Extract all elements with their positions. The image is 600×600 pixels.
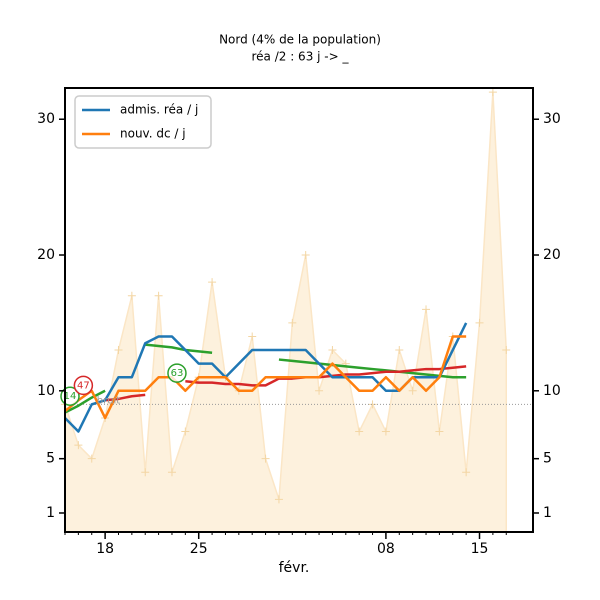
y-tick-label: 30 bbox=[37, 111, 55, 127]
raw-marker bbox=[274, 495, 283, 504]
x-tick-label: 18 bbox=[96, 541, 114, 557]
plot-frame bbox=[64, 87, 534, 533]
legend-label: admis. réa / j bbox=[120, 103, 198, 117]
annotation-circle bbox=[167, 363, 187, 383]
raw-marker bbox=[502, 346, 511, 355]
raw-area bbox=[64, 92, 508, 533]
raw-marker bbox=[288, 318, 297, 327]
annotation: 47 bbox=[77, 380, 90, 391]
annotation: bruit bbox=[97, 395, 121, 406]
x-tick-label: 25 bbox=[190, 541, 208, 557]
y2-tick-label: 20 bbox=[543, 247, 561, 263]
y2-tick-label: 30 bbox=[543, 111, 561, 127]
y-tick-label: 10 bbox=[37, 383, 55, 399]
raw-marker bbox=[141, 468, 150, 477]
y-tick-label: 1 bbox=[46, 505, 55, 521]
y-tick-label: 5 bbox=[46, 451, 55, 467]
raw-marker bbox=[301, 251, 310, 260]
raw-marker bbox=[74, 441, 83, 450]
raw-marker bbox=[381, 427, 390, 436]
raw-marker bbox=[368, 400, 377, 409]
raw-marker bbox=[395, 346, 404, 355]
raw-marker bbox=[408, 386, 417, 395]
raw-marker bbox=[435, 427, 444, 436]
y2-tick-label: 5 bbox=[543, 451, 552, 467]
y2-tick-label: 1 bbox=[543, 505, 552, 521]
raw-marker bbox=[422, 305, 431, 314]
legend: admis. réa / j nouv. dc / j bbox=[74, 95, 212, 149]
raw-marker bbox=[488, 88, 497, 97]
annotation: 63 bbox=[171, 368, 184, 379]
x-tick-label: 15 bbox=[471, 541, 489, 557]
y2-tick-label: 10 bbox=[543, 383, 561, 399]
annotation: 14 bbox=[64, 391, 77, 402]
x-tick-label: 08 bbox=[377, 541, 395, 557]
raw-marker bbox=[355, 427, 364, 436]
raw-marker bbox=[127, 291, 136, 300]
raw-marker bbox=[208, 278, 217, 287]
annotation-circle bbox=[73, 375, 94, 396]
raw-marker bbox=[114, 346, 123, 355]
chart-subtitle: réa /2 : 63 j -> _ bbox=[251, 50, 349, 64]
raw-marker bbox=[154, 291, 163, 300]
raw-marker bbox=[87, 454, 96, 463]
y-tick-label: 20 bbox=[37, 247, 55, 263]
raw-marker bbox=[462, 468, 471, 477]
series-line bbox=[64, 335, 467, 420]
trend-line bbox=[64, 343, 467, 414]
raw-marker bbox=[475, 318, 484, 327]
raw-marker bbox=[261, 454, 270, 463]
raw-marker bbox=[328, 346, 337, 355]
chart-title: Nord (4% de la population) bbox=[219, 33, 381, 47]
raw-marker bbox=[315, 386, 324, 395]
raw-marker bbox=[181, 427, 190, 436]
legend-label: nouv. dc / j bbox=[120, 127, 186, 141]
raw-marker bbox=[167, 468, 176, 477]
x-axis-label: févr. bbox=[279, 560, 310, 576]
raw-marker bbox=[248, 332, 257, 341]
